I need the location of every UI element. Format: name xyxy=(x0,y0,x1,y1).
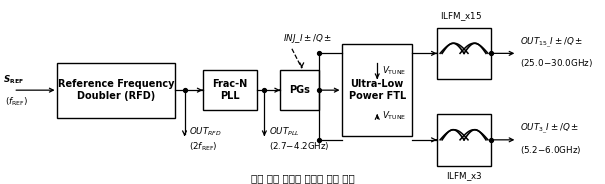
Text: $\mathrm{ILFM\_x15}$: $\mathrm{ILFM\_x15}$ xyxy=(440,10,482,23)
FancyBboxPatch shape xyxy=(437,28,491,79)
Text: $\mathit{OUT}_{15\_}\mathit{I}\pm/Q\pm$: $\mathit{OUT}_{15\_}\mathit{I}\pm/Q\pm$ xyxy=(520,35,583,49)
Text: $\mathit{INJ}\_\mathit{I}\pm/Q\pm$: $\mathit{INJ}\_\mathit{I}\pm/Q\pm$ xyxy=(283,32,332,45)
Text: $\mathrm{ILFM\_x3}$: $\mathrm{ILFM\_x3}$ xyxy=(446,170,482,183)
Text: 다중 밴드 주파수 합성기 회로 구조: 다중 밴드 주파수 합성기 회로 구조 xyxy=(250,173,355,183)
Text: $V_\mathrm{TUNE}$: $V_\mathrm{TUNE}$ xyxy=(382,110,407,122)
Text: Reference Frequency
Doubler (RFD): Reference Frequency Doubler (RFD) xyxy=(58,79,175,101)
FancyBboxPatch shape xyxy=(203,70,257,110)
Text: $\mathit{OUT}_{3\_}\mathit{I}\pm/Q\pm$: $\mathit{OUT}_{3\_}\mathit{I}\pm/Q\pm$ xyxy=(520,122,580,136)
FancyBboxPatch shape xyxy=(342,44,412,136)
Text: $(2f_\mathrm{REF})$: $(2f_\mathrm{REF})$ xyxy=(189,140,217,153)
Text: $(25.0\!-\!30.0\mathrm{GHz})$: $(25.0\!-\!30.0\mathrm{GHz})$ xyxy=(520,57,594,70)
Text: $(f_\mathrm{REF})$: $(f_\mathrm{REF})$ xyxy=(5,96,28,108)
Text: $(2.7\!-\!4.2\mathrm{GHz})$: $(2.7\!-\!4.2\mathrm{GHz})$ xyxy=(269,140,329,152)
Text: Frac-N
PLL: Frac-N PLL xyxy=(212,79,247,101)
Text: Ultra-Low
Power FTL: Ultra-Low Power FTL xyxy=(348,79,406,101)
FancyBboxPatch shape xyxy=(280,70,319,110)
Text: $\mathit{OUT}_\mathit{PLL}$: $\mathit{OUT}_\mathit{PLL}$ xyxy=(269,125,299,138)
Text: PGs: PGs xyxy=(289,85,310,95)
Text: $\mathit{OUT}_\mathit{RFD}$: $\mathit{OUT}_\mathit{RFD}$ xyxy=(189,125,221,138)
FancyBboxPatch shape xyxy=(437,114,491,166)
FancyBboxPatch shape xyxy=(57,63,175,118)
Text: $(5.2\!-\!6.0\mathrm{GHz})$: $(5.2\!-\!6.0\mathrm{GHz})$ xyxy=(520,144,581,156)
Text: $V_\mathrm{TUNE}$: $V_\mathrm{TUNE}$ xyxy=(382,65,407,77)
Text: $\bfit{S}_\mathbf{REF}$: $\bfit{S}_\mathbf{REF}$ xyxy=(3,74,24,86)
